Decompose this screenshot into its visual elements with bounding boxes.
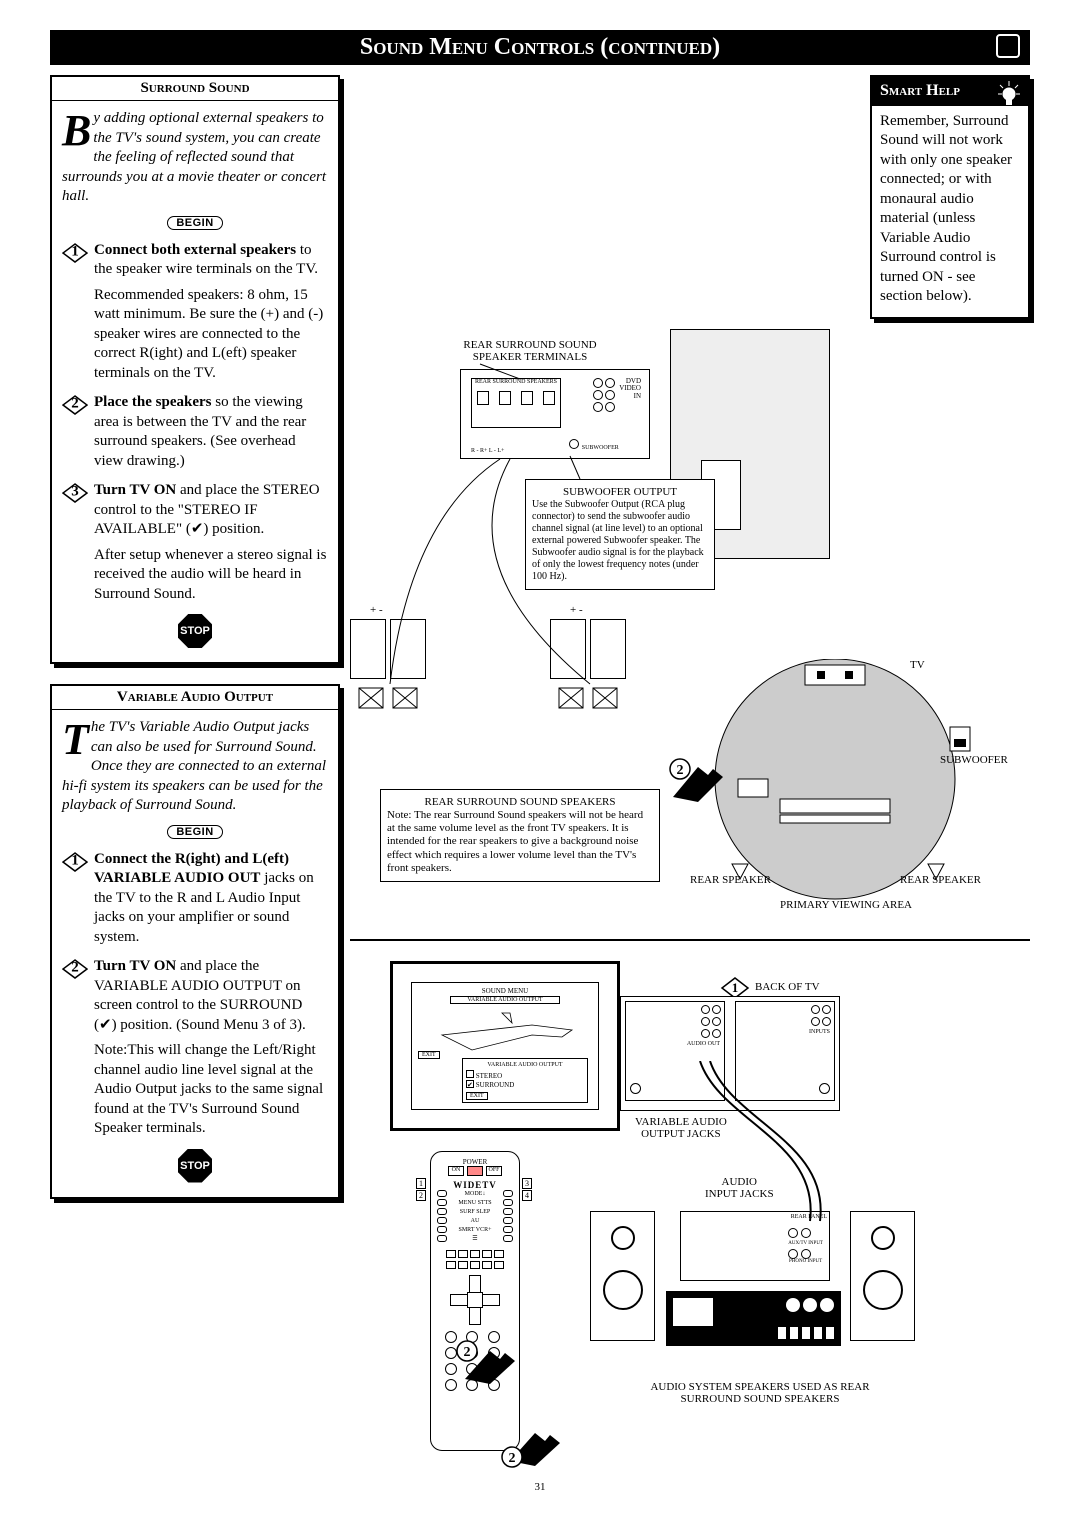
cable-line xyxy=(680,1061,840,1231)
surround-step-3: Turn TV ON and place the STEREO control … xyxy=(62,481,328,604)
smart-help-body: Remember, Surround Sound will not work w… xyxy=(880,112,1020,307)
svg-text:1: 1 xyxy=(732,980,739,995)
surround-step-2: Place the speakers so the viewing area i… xyxy=(62,393,328,471)
corner-icon xyxy=(996,34,1020,58)
svg-text:2: 2 xyxy=(509,1451,516,1466)
label-caption: AUDIO SYSTEM SPEAKERS USED AS REAR SURRO… xyxy=(620,1381,900,1405)
step-number xyxy=(62,243,88,263)
begin-tag: BEGIN xyxy=(167,216,222,230)
surround-step-1: Connect both external speakers to the sp… xyxy=(62,241,328,384)
hand-icon: 2 xyxy=(668,757,728,807)
variable-audio-box: Variable Audio Output T he TV's Variable… xyxy=(50,684,340,1199)
tv-screen: SOUND MENU VARIABLE AUDIO OUTPUT EXIT VA… xyxy=(390,961,620,1131)
diagram-surround: REAR SURROUND SOUND SPEAKER TERMINALS BA… xyxy=(350,319,1030,929)
airplane-icon xyxy=(412,1005,598,1055)
label-primary: PRIMARY VIEWING AREA xyxy=(780,899,912,911)
dropcap: B xyxy=(62,113,91,148)
smart-help-box: Smart Help Remember, Surround Sound will… xyxy=(870,75,1030,319)
remote-control: POWER ON OFF WIDETV MODE↓ MENU STTS SURF… xyxy=(430,1151,520,1451)
variable-step-1: Connect the R(ight) and L(eft) VARIABLE … xyxy=(62,850,328,948)
page-title-bar: Sound Menu Controls (continued) xyxy=(50,30,1030,65)
hand-icon: 2 xyxy=(455,1339,525,1389)
variable-step-2: Turn TV ON and place the VARIABLE AUDIO … xyxy=(62,957,328,1139)
surround-intro: B y adding optional external speakers to… xyxy=(62,109,328,207)
lightbulb-icon xyxy=(996,79,1022,109)
step-number xyxy=(62,852,88,872)
stop-tag: STOP xyxy=(178,1149,212,1183)
dropcap: T xyxy=(62,722,89,757)
label-rear-speaker: REAR SPEAKER xyxy=(690,874,771,886)
surround-sound-box: Surround Sound B y adding optional exter… xyxy=(50,75,340,664)
label-back-of-tv: BACK OF TV xyxy=(755,981,820,993)
diagram-variable: SOUND MENU VARIABLE AUDIO OUTPUT EXIT VA… xyxy=(350,951,1030,1461)
speaker-right xyxy=(850,1211,915,1341)
speaker-left xyxy=(590,1211,655,1341)
amplifier-front xyxy=(666,1291,841,1346)
variable-title: Variable Audio Output xyxy=(52,686,338,710)
surround-title: Surround Sound xyxy=(52,77,338,101)
hand-icon: 2 xyxy=(500,1421,570,1471)
page-title: Sound Menu Controls (continued) xyxy=(360,34,720,60)
begin-tag: BEGIN xyxy=(167,825,222,839)
step-number xyxy=(62,959,88,979)
step-number xyxy=(62,395,88,415)
svg-text:2: 2 xyxy=(677,763,684,778)
smart-help-title: Smart Help xyxy=(880,82,960,99)
label-rear-speaker: REAR SPEAKER xyxy=(900,874,981,886)
stop-tag: STOP xyxy=(178,614,212,648)
step-number xyxy=(62,483,88,503)
label-tv: TV xyxy=(910,659,925,671)
rear-speaker-note: REAR SURROUND SOUND SPEAKERS Note: The r… xyxy=(380,789,660,882)
svg-text:2: 2 xyxy=(464,1345,471,1360)
variable-intro: T he TV's Variable Audio Output jacks ca… xyxy=(62,718,328,816)
label-subwoofer: SUBWOOFER xyxy=(940,754,1008,766)
separator xyxy=(350,939,1030,941)
page-number: 31 xyxy=(50,1481,1030,1493)
